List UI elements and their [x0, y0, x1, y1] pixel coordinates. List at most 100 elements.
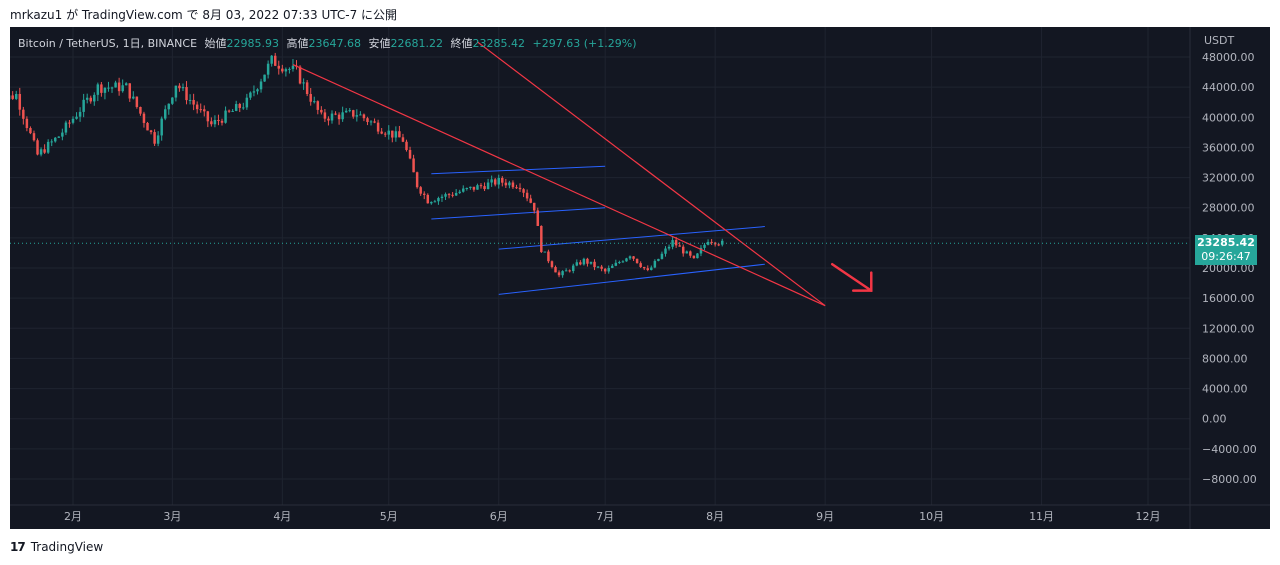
may-channel-upper [431, 165, 606, 175]
candle-body [96, 84, 100, 95]
june-channel-lower [498, 263, 765, 295]
candle-body [650, 267, 653, 271]
candle-body [721, 240, 724, 245]
candle-body [586, 258, 589, 264]
candle-body [89, 97, 92, 102]
x-tick-label: 5月 [380, 510, 398, 523]
candle-body [660, 253, 664, 259]
candle-body [440, 196, 444, 199]
candle-body [632, 256, 635, 259]
ohlc-legend: Bitcoin / TetherUS, 1日, BINANCE 始値22985.… [18, 35, 637, 51]
x-tick-label: 6月 [490, 510, 508, 523]
candle-body [543, 251, 547, 253]
candle-body [330, 113, 334, 121]
candle-body [398, 131, 401, 138]
candle-body [266, 63, 270, 75]
candle-body [497, 177, 500, 185]
candle-body [14, 93, 18, 99]
candle-body [387, 130, 391, 135]
candle-body [462, 188, 465, 192]
candle-body [146, 122, 149, 131]
candle-body [39, 149, 43, 155]
candle-body [135, 96, 139, 107]
candle-body [231, 110, 234, 112]
candle-body [568, 270, 571, 272]
candle-body [430, 201, 433, 204]
candle-body [703, 244, 706, 248]
footer-brand[interactable]: TradingView [30, 540, 104, 554]
candle-body [561, 271, 564, 276]
candle-body [149, 130, 153, 133]
candle-body [614, 262, 618, 266]
candle-body [171, 97, 174, 104]
candle-body [121, 85, 124, 92]
channel-lines [431, 165, 765, 295]
candle-body [284, 69, 288, 72]
chart-frame[interactable]: USDT 48000.00 44000.00 40000.00 36000.00 3200… [10, 27, 1270, 529]
candle-body [305, 82, 309, 95]
candle-body [352, 110, 355, 117]
high-label: 高値 [286, 37, 309, 50]
june-channel-upper [498, 226, 765, 250]
candle-body [164, 109, 167, 119]
candlestick-chart[interactable]: USDT 48000.00 44000.00 40000.00 36000.00 3200… [10, 27, 1270, 529]
candle-body [572, 265, 575, 272]
low-label: 安値 [368, 37, 391, 50]
symbol-title: Bitcoin / TetherUS, 1日, BINANCE [18, 37, 198, 50]
candle-body [657, 258, 660, 261]
candle-body [54, 137, 57, 142]
candle-body [185, 87, 188, 101]
candle-body [540, 225, 543, 253]
open-label: 始値 [204, 37, 227, 50]
may-channel-lower [431, 207, 606, 220]
candle-body [46, 141, 50, 153]
candle-body [607, 267, 610, 272]
candle-body [210, 121, 213, 125]
candle-body [348, 110, 351, 112]
candle-body [206, 111, 210, 122]
candle-body [611, 265, 614, 268]
current-price: 23285.42 [1197, 236, 1255, 249]
candle-body [433, 201, 437, 203]
candle-body [593, 261, 596, 268]
candle-body [242, 107, 245, 109]
candle-body [25, 118, 29, 129]
high-value: 23647.68 [308, 37, 362, 50]
candle-body [156, 135, 160, 144]
candle-body [107, 87, 110, 89]
change-value: +297.63 (+1.29%) [532, 37, 637, 50]
candle-body [458, 191, 461, 193]
candle-body [369, 121, 373, 123]
candle-body [391, 130, 394, 138]
trendlines [292, 41, 826, 307]
y-tick-label: 8000.00 [1202, 352, 1248, 365]
y-tick-label: 40000.00 [1202, 111, 1255, 124]
candle-body [217, 119, 220, 121]
candle-body [717, 244, 720, 246]
grid [10, 27, 1190, 505]
candle-body [628, 256, 632, 259]
candle-body [103, 87, 107, 93]
candle-body [603, 268, 607, 272]
x-tick-label: 2月 [64, 510, 82, 523]
candle-body [664, 248, 667, 254]
y-tick-label: 20000.00 [1202, 262, 1255, 275]
candle-body [522, 189, 525, 193]
candle-body [589, 261, 593, 264]
candle-body [160, 118, 163, 136]
arrow-head [852, 271, 873, 292]
candle-body [383, 133, 387, 135]
candle-body [486, 182, 490, 190]
footer: 17 TradingView [10, 540, 103, 554]
candle-body [302, 82, 305, 84]
candle-body [178, 85, 181, 89]
candle-body [419, 187, 422, 194]
candle-body [511, 182, 515, 188]
candle-body [259, 81, 263, 90]
candle-body [277, 65, 281, 69]
candle-body [625, 258, 628, 262]
candle-body [600, 266, 603, 269]
y-tick-label: 48000.00 [1202, 51, 1255, 64]
candle-body [696, 253, 699, 259]
candle-body [181, 87, 185, 89]
